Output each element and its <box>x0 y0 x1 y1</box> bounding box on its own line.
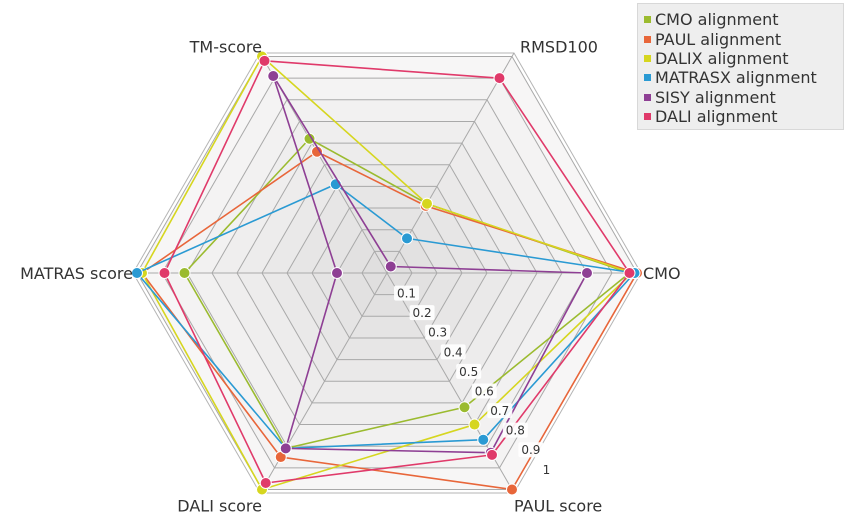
tick-label-bg <box>425 324 451 340</box>
legend-item[interactable]: DALI alignment <box>644 107 843 126</box>
data-point <box>477 433 490 446</box>
tick-label: 0.4 <box>444 345 463 359</box>
legend-swatch <box>644 35 651 43</box>
axis-label: TM-score <box>189 37 262 56</box>
data-point <box>486 448 498 461</box>
data-point <box>458 401 471 414</box>
legend-swatch <box>644 54 651 62</box>
tick-label: 0.3 <box>428 326 447 340</box>
axis-label: MATRAS score <box>20 264 133 283</box>
axis-label: CMO <box>643 264 681 283</box>
tick-label-bg <box>440 344 466 360</box>
data-point <box>259 477 272 490</box>
tick-label: 0.5 <box>459 365 478 379</box>
tick-label: 0.8 <box>506 424 525 438</box>
data-point <box>581 267 593 279</box>
data-point <box>384 260 397 273</box>
data-point <box>258 54 271 67</box>
series-layer <box>131 50 643 496</box>
data-point <box>421 197 433 210</box>
data-point <box>267 69 280 82</box>
tick-label-bg <box>409 305 435 321</box>
tick-label-bg <box>518 442 544 458</box>
tick-label: 1 <box>543 463 551 477</box>
data-point <box>468 418 481 431</box>
tick-label: 0.1 <box>397 287 416 301</box>
tick-label-bg <box>456 363 482 379</box>
legend-swatch <box>644 113 651 121</box>
legend-label: PAUL alignment <box>655 29 782 49</box>
axis-label: DALI score <box>177 497 262 516</box>
legend-item[interactable]: PAUL alignment <box>644 29 843 49</box>
legend-item[interactable]: DALIX alignment <box>644 49 843 68</box>
tick-label-bg <box>394 285 420 301</box>
data-point <box>623 267 636 279</box>
legend-swatch <box>644 16 651 24</box>
legend-label: SISY alignment <box>655 87 776 107</box>
legend-label: DALIX alignment <box>655 48 789 68</box>
tick-label: 0.7 <box>490 404 509 418</box>
tick-label: 0.2 <box>413 306 432 320</box>
legend-item[interactable]: SISY alignment <box>644 88 843 107</box>
legend-label: MATRASX alignment <box>655 68 817 88</box>
legend-swatch <box>644 93 651 101</box>
legend-label: DALI alignment <box>655 107 778 127</box>
data-point <box>506 483 518 496</box>
data-point <box>279 442 292 455</box>
legend-item[interactable]: CMO alignment <box>644 10 843 29</box>
data-point <box>178 267 191 279</box>
tick-label-bg <box>471 383 497 399</box>
legend-label: CMO alignment <box>655 10 779 30</box>
tick-label: 0.9 <box>521 443 540 457</box>
axis-labels: CMO RMSD100 TM-score MATRAS score DALI score… <box>20 37 681 515</box>
tick-label-bg <box>487 403 513 419</box>
tick-label: 0.6 <box>475 384 494 398</box>
data-point <box>331 267 343 279</box>
data-point <box>493 72 506 85</box>
data-point <box>131 267 143 279</box>
axis-label: RMSD100 <box>520 37 598 56</box>
tick-label-bg <box>502 422 528 438</box>
data-point <box>401 232 413 245</box>
data-point <box>158 267 171 279</box>
axis-label: PAUL score <box>514 497 602 516</box>
tick-labels: 0.1 0.2 0.3 0.4 0.5 0.6 0.7 0.8 0.91 <box>394 285 552 477</box>
legend-item[interactable]: MATRASX alignment <box>644 68 843 87</box>
tick-label-bg <box>540 461 552 477</box>
legend-swatch <box>644 74 651 82</box>
legend: CMO alignment PAUL alignment DALIX alignme… <box>637 3 844 130</box>
